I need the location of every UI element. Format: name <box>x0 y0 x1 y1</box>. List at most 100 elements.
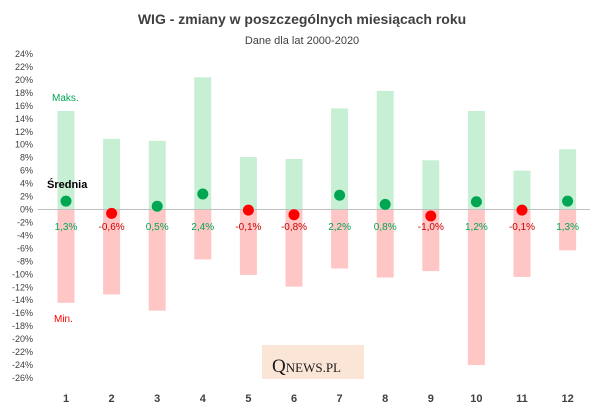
min-bar <box>148 209 166 311</box>
y-tick-label: -24% <box>12 360 33 370</box>
y-tick-label: -18% <box>12 321 33 331</box>
chart-subtitle: Dane dla lat 2000-2020 <box>245 35 359 47</box>
max-bar <box>103 138 121 210</box>
x-tick-label: 4 <box>200 393 207 405</box>
y-tick-label: -4% <box>17 230 33 240</box>
min-bar <box>103 209 121 295</box>
x-tick-label: 3 <box>154 393 160 405</box>
average-point <box>197 188 209 200</box>
max-bar <box>285 158 303 210</box>
max-bar <box>467 111 485 210</box>
min-bar <box>559 209 577 251</box>
min-bar <box>467 209 485 366</box>
logo-background <box>262 345 364 379</box>
y-tick-label: 16% <box>15 101 33 111</box>
average-point <box>60 195 72 207</box>
average-point <box>470 196 482 208</box>
y-tick-label: 18% <box>15 88 33 98</box>
min-bar <box>57 209 75 303</box>
min-bar <box>513 209 531 277</box>
min-bar <box>285 209 303 287</box>
average-point <box>151 200 163 212</box>
average-labels: 1,3% -0,6% 0,5% 2,4% -0,1% -0,8% 2,2% 0,8% -1,0%… <box>55 222 580 233</box>
max-bar <box>239 157 257 210</box>
chart-title: WIG - zmiany w poszczególnych miesiącach… <box>138 11 466 27</box>
logo-text: QNEWS.PL <box>272 356 341 377</box>
average-data-label: 2,4% <box>191 222 214 233</box>
x-tick-label: 10 <box>470 393 482 405</box>
min-bar <box>194 209 212 260</box>
max-bar <box>422 160 440 210</box>
average-data-label: 0,5% <box>146 222 169 233</box>
average-point <box>334 189 346 201</box>
average-data-label: 1,2% <box>465 222 488 233</box>
average-point <box>425 210 437 222</box>
y-tick-label: 12% <box>15 127 33 137</box>
y-tick-label: 22% <box>15 62 33 72</box>
min-bar <box>239 209 257 275</box>
max-bar <box>194 77 212 210</box>
max-annotation: Maks. <box>52 93 79 104</box>
average-data-label: 2,2% <box>328 222 351 233</box>
min-annotation: Min. <box>54 314 73 325</box>
average-data-label: -0,1% <box>509 222 535 233</box>
x-tick-label: 1 <box>63 393 69 405</box>
y-tick-label: -2% <box>17 217 33 227</box>
y-tick-label: 14% <box>15 114 33 124</box>
y-tick-label: -10% <box>12 269 33 279</box>
x-tick-label: 9 <box>428 393 434 405</box>
average-data-label: -0,8% <box>281 222 307 233</box>
y-tick-label: 20% <box>15 75 33 85</box>
average-point <box>242 204 254 216</box>
y-axis: 24% 22% 20% 18% 16% 14% 12% 10% 8% 6% 4% 2% 0% -2% -4%… <box>12 49 33 383</box>
average-point <box>379 198 391 210</box>
y-tick-label: 8% <box>20 153 33 163</box>
max-bar <box>376 90 394 210</box>
average-data-label: 1,3% <box>55 222 78 233</box>
x-axis: 1 2 3 4 5 6 7 8 9 10 11 12 <box>63 393 574 405</box>
y-tick-label: -6% <box>17 243 33 253</box>
average-point <box>106 207 118 219</box>
average-point <box>516 204 528 216</box>
y-tick-label: 6% <box>20 166 33 176</box>
average-point <box>288 209 300 221</box>
average-data-label: 0,8% <box>374 222 397 233</box>
y-tick-label: 4% <box>20 179 33 189</box>
max-bar <box>57 111 75 210</box>
x-tick-label: 8 <box>382 393 388 405</box>
max-bar <box>559 149 577 210</box>
y-tick-label: 24% <box>15 49 33 59</box>
min-bar <box>422 209 440 272</box>
min-bar <box>331 209 349 269</box>
x-tick-label: 11 <box>516 393 528 405</box>
y-tick-label: 0% <box>20 205 33 215</box>
y-tick-label: -16% <box>12 308 33 318</box>
average-data-label: -1,0% <box>418 222 444 233</box>
average-points <box>60 188 574 222</box>
y-tick-label: 10% <box>15 140 33 150</box>
y-tick-label: -14% <box>12 295 33 305</box>
x-tick-label: 6 <box>291 393 297 405</box>
average-point <box>562 195 574 207</box>
x-tick-label: 2 <box>109 393 115 405</box>
y-tick-label: -12% <box>12 282 33 292</box>
max-bar <box>148 140 166 210</box>
x-tick-label: 12 <box>561 393 573 405</box>
y-tick-label: -26% <box>12 373 33 383</box>
y-tick-label: 2% <box>20 192 33 202</box>
average-data-label: -0,1% <box>235 222 261 233</box>
average-data-label: 1,3% <box>556 222 579 233</box>
y-tick-label: -20% <box>12 334 33 344</box>
max-bar <box>513 170 531 210</box>
min-bar <box>376 209 394 278</box>
min-bars <box>57 209 577 366</box>
x-tick-label: 5 <box>245 393 251 405</box>
average-annotation: Średnia <box>47 178 88 191</box>
average-data-label: -0,6% <box>99 222 125 233</box>
max-bar <box>331 108 349 210</box>
y-tick-label: -22% <box>12 347 33 357</box>
y-tick-label: -8% <box>17 256 33 266</box>
max-bars <box>57 77 577 210</box>
x-tick-label: 7 <box>337 393 343 405</box>
